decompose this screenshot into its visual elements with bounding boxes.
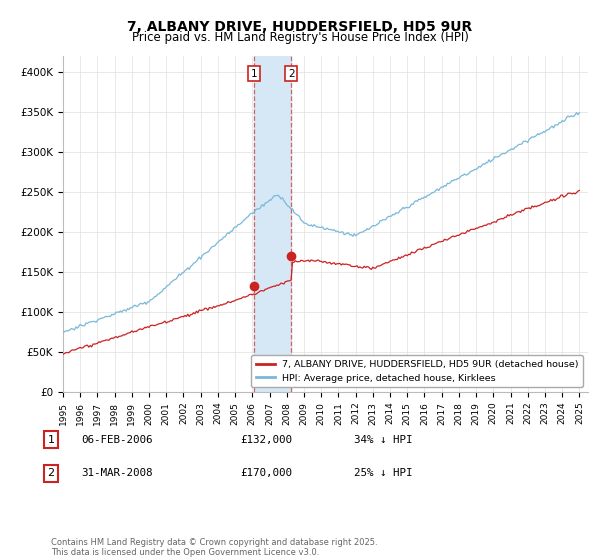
Text: 1: 1 xyxy=(47,435,55,445)
Legend: 7, ALBANY DRIVE, HUDDERSFIELD, HD5 9UR (detached house), HPI: Average price, det: 7, ALBANY DRIVE, HUDDERSFIELD, HD5 9UR (… xyxy=(251,355,583,388)
Text: 1: 1 xyxy=(250,69,257,78)
Text: 7, ALBANY DRIVE, HUDDERSFIELD, HD5 9UR: 7, ALBANY DRIVE, HUDDERSFIELD, HD5 9UR xyxy=(127,20,473,34)
Text: 25% ↓ HPI: 25% ↓ HPI xyxy=(354,468,413,478)
Text: 2: 2 xyxy=(47,468,55,478)
Text: £132,000: £132,000 xyxy=(240,435,292,445)
Text: 34% ↓ HPI: 34% ↓ HPI xyxy=(354,435,413,445)
Text: Price paid vs. HM Land Registry's House Price Index (HPI): Price paid vs. HM Land Registry's House … xyxy=(131,31,469,44)
Bar xyxy=(254,56,291,392)
Text: 31-MAR-2008: 31-MAR-2008 xyxy=(81,468,152,478)
Text: Contains HM Land Registry data © Crown copyright and database right 2025.
This d: Contains HM Land Registry data © Crown c… xyxy=(51,538,377,557)
Text: 2: 2 xyxy=(288,69,295,78)
Text: 06-FEB-2006: 06-FEB-2006 xyxy=(81,435,152,445)
Text: £170,000: £170,000 xyxy=(240,468,292,478)
